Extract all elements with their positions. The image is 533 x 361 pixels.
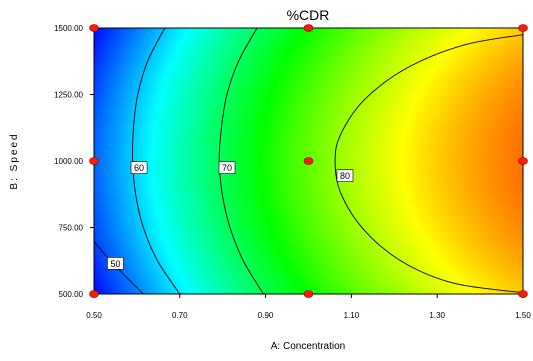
x-axis-label: A: Concentration — [271, 341, 346, 352]
x-tick-label: 0.70 — [172, 311, 188, 320]
contour-label-70: 70 — [218, 161, 236, 174]
design-point — [303, 157, 314, 165]
design-point — [518, 24, 528, 32]
chart-title: %CDR — [287, 7, 330, 23]
contour-line-60 — [132, 28, 181, 294]
design-point — [303, 290, 314, 298]
x-tick-label: 1.30 — [429, 311, 445, 320]
y-tick-label: 1000.00 — [54, 157, 83, 166]
svg-text:60: 60 — [134, 163, 144, 173]
x-tick-label: 1.50 — [515, 311, 531, 320]
design-point — [89, 157, 99, 165]
design-point — [89, 290, 99, 298]
y-axis-label: B: Speed — [9, 132, 20, 189]
design-point — [89, 24, 99, 32]
contour-label-60: 60 — [130, 161, 148, 174]
y-tick-label: 750.00 — [59, 224, 84, 233]
design-point — [303, 24, 314, 32]
contour-lines — [94, 28, 523, 294]
y-tick-label: 1250.00 — [54, 91, 83, 100]
y-axis-ticks: 500.00 750.00 1000.00 1250.00 1500.00 — [54, 24, 94, 299]
contour-label-80: 80 — [336, 169, 354, 182]
svg-text:50: 50 — [110, 259, 120, 269]
contour-line-70 — [218, 28, 264, 294]
x-tick-label: 0.90 — [258, 311, 274, 320]
contour-line-80 — [334, 34, 523, 294]
y-tick-label: 1500.00 — [54, 24, 83, 33]
x-tick-label: 0.50 — [86, 311, 102, 320]
design-points — [89, 24, 528, 298]
x-axis-ticks: 0.50 0.70 0.90 1.10 1.30 1.50 — [86, 294, 531, 320]
contour-labels: 50 60 70 80 — [107, 161, 354, 270]
design-point — [518, 157, 528, 165]
svg-text:70: 70 — [222, 163, 232, 173]
y-tick-label: 500.00 — [59, 290, 84, 299]
contour-label-50: 50 — [107, 257, 124, 270]
design-point — [518, 290, 528, 298]
x-tick-label: 1.10 — [344, 311, 360, 320]
svg-text:80: 80 — [340, 171, 350, 181]
